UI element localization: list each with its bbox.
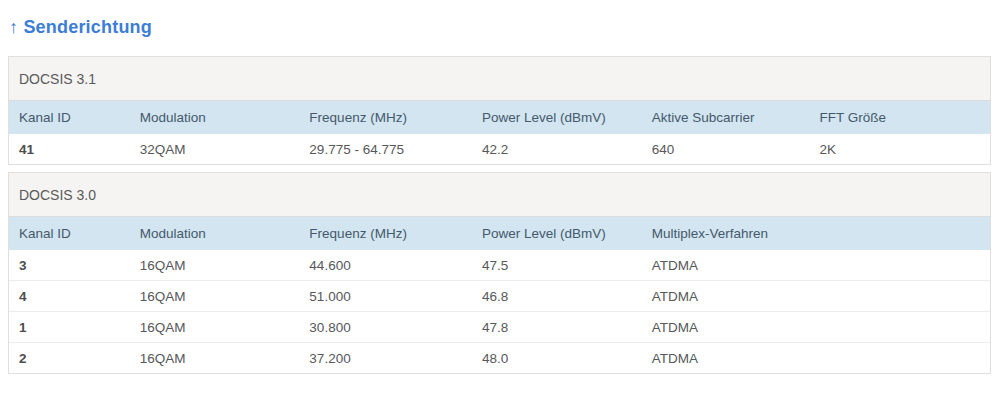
docsis-3-1-table-card: DOCSIS 3.1 Kanal ID Modulation Frequenz … <box>8 56 991 165</box>
table-row: 4 16QAM 51.000 46.8 ATDMA <box>9 281 990 312</box>
column-header-fft-groesse: FFT Größe <box>809 101 990 134</box>
cell-multiplex-verfahren: ATDMA <box>642 343 990 374</box>
cell-kanal-id: 3 <box>9 250 130 281</box>
cell-multiplex-verfahren: ATDMA <box>642 312 990 343</box>
cell-frequenz: 30.800 <box>299 312 472 343</box>
docsis-3-0-table-card: DOCSIS 3.0 Kanal ID Modulation Frequenz … <box>8 172 991 374</box>
docsis-3-1-table: Kanal ID Modulation Frequenz (MHz) Power… <box>9 101 990 164</box>
table-row: 3 16QAM 44.600 47.5 ATDMA <box>9 250 990 281</box>
cell-frequenz: 37.200 <box>299 343 472 374</box>
docsis-3-0-table: Kanal ID Modulation Frequenz (MHz) Power… <box>9 217 990 373</box>
cell-modulation: 16QAM <box>130 281 300 312</box>
cell-kanal-id: 1 <box>9 312 130 343</box>
page-title: ↑ Senderichtung <box>9 17 991 38</box>
cell-kanal-id: 41 <box>9 134 130 164</box>
cell-power-level: 47.8 <box>472 312 642 343</box>
column-header-frequenz: Frequenz (MHz) <box>299 101 472 134</box>
cell-modulation: 16QAM <box>130 312 300 343</box>
cell-kanal-id: 4 <box>9 281 130 312</box>
table-row: 41 32QAM 29.775 - 64.775 42.2 640 2K <box>9 134 990 164</box>
table-row: 1 16QAM 30.800 47.8 ATDMA <box>9 312 990 343</box>
cell-fft-groesse: 2K <box>809 134 990 164</box>
column-header-multiplex-verfahren: Multiplex-Verfahren <box>642 217 990 250</box>
docsis-3-0-header-row: Kanal ID Modulation Frequenz (MHz) Power… <box>9 217 990 250</box>
cell-power-level: 46.8 <box>472 281 642 312</box>
docsis-3-1-section-header: DOCSIS 3.1 <box>9 57 990 101</box>
column-header-kanal-id: Kanal ID <box>9 217 130 250</box>
table-row: 2 16QAM 37.200 48.0 ATDMA <box>9 343 990 374</box>
cell-modulation: 16QAM <box>130 250 300 281</box>
cell-multiplex-verfahren: ATDMA <box>642 250 990 281</box>
column-header-aktive-subcarrier: Aktive Subcarrier <box>642 101 810 134</box>
column-header-frequenz: Frequenz (MHz) <box>299 217 472 250</box>
column-header-kanal-id: Kanal ID <box>9 101 130 134</box>
column-header-power-level: Power Level (dBmV) <box>472 101 642 134</box>
cell-modulation: 32QAM <box>130 134 300 164</box>
cell-frequenz: 51.000 <box>299 281 472 312</box>
column-header-modulation: Modulation <box>130 101 300 134</box>
docsis-3-0-section-header: DOCSIS 3.0 <box>9 173 990 217</box>
cell-power-level: 42.2 <box>472 134 642 164</box>
cell-modulation: 16QAM <box>130 343 300 374</box>
cell-power-level: 47.5 <box>472 250 642 281</box>
column-header-modulation: Modulation <box>130 217 300 250</box>
cell-frequenz: 29.775 - 64.775 <box>299 134 472 164</box>
cell-kanal-id: 2 <box>9 343 130 374</box>
cell-multiplex-verfahren: ATDMA <box>642 281 990 312</box>
cell-frequenz: 44.600 <box>299 250 472 281</box>
column-header-power-level: Power Level (dBmV) <box>472 217 642 250</box>
docsis-3-1-header-row: Kanal ID Modulation Frequenz (MHz) Power… <box>9 101 990 134</box>
cell-aktive-subcarrier: 640 <box>642 134 810 164</box>
cell-power-level: 48.0 <box>472 343 642 374</box>
